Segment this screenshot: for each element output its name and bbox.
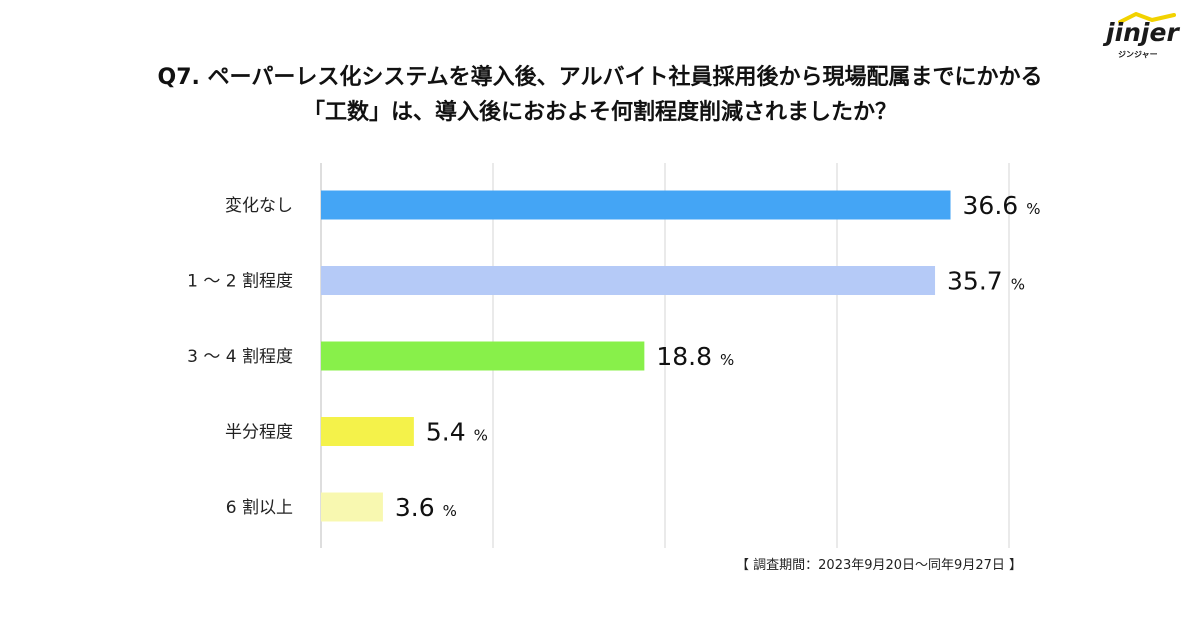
logo-subtext: ジンジャー [1118,50,1158,59]
logo-text: jinjer [1106,18,1179,47]
category-label: 変化なし [225,196,293,216]
data-label: 18.8% [656,342,734,371]
data-label-value: 3.6 [395,493,435,522]
data-label-unit: % [443,502,457,520]
data-label-unit: % [1026,200,1040,218]
bar [321,341,645,371]
category-label: 3 ～ 4 割程度 [187,347,293,367]
chart-title-line-2: 「工数」は、導入後におおよそ何割程度削減されましたか？ [302,100,897,125]
data-label: 35.7% [947,267,1025,296]
data-label-unit: % [474,427,488,445]
logo-roof-icon [1118,12,1176,24]
data-label-value: 18.8 [656,342,712,371]
bar [321,492,383,522]
data-label: 36.6% [963,191,1041,220]
bar [321,190,951,220]
survey-period-note: 【 調査期間：2023年9月20日～同年9月27日 】 [736,558,1022,573]
data-label-value: 36.6 [963,191,1019,220]
data-label-value: 5.4 [426,418,466,447]
category-label: 半分程度 [225,423,293,443]
data-label: 3.6% [395,493,457,522]
data-label-unit: % [1011,276,1025,294]
jinjer-logo: jinjer ジンジャー [1098,8,1190,60]
bar [321,417,414,446]
category-label: 1 ～ 2 割程度 [187,272,293,292]
bar [321,266,936,295]
data-label-unit: % [720,351,734,369]
data-label: 5.4% [426,418,488,447]
chart-title-line-1: Q7. ペーパーレス化システムを導入後、アルバイト社員採用後から現場配属までにか… [157,65,1043,90]
data-label-value: 35.7 [947,267,1003,296]
category-label: 6 割以上 [226,498,293,518]
